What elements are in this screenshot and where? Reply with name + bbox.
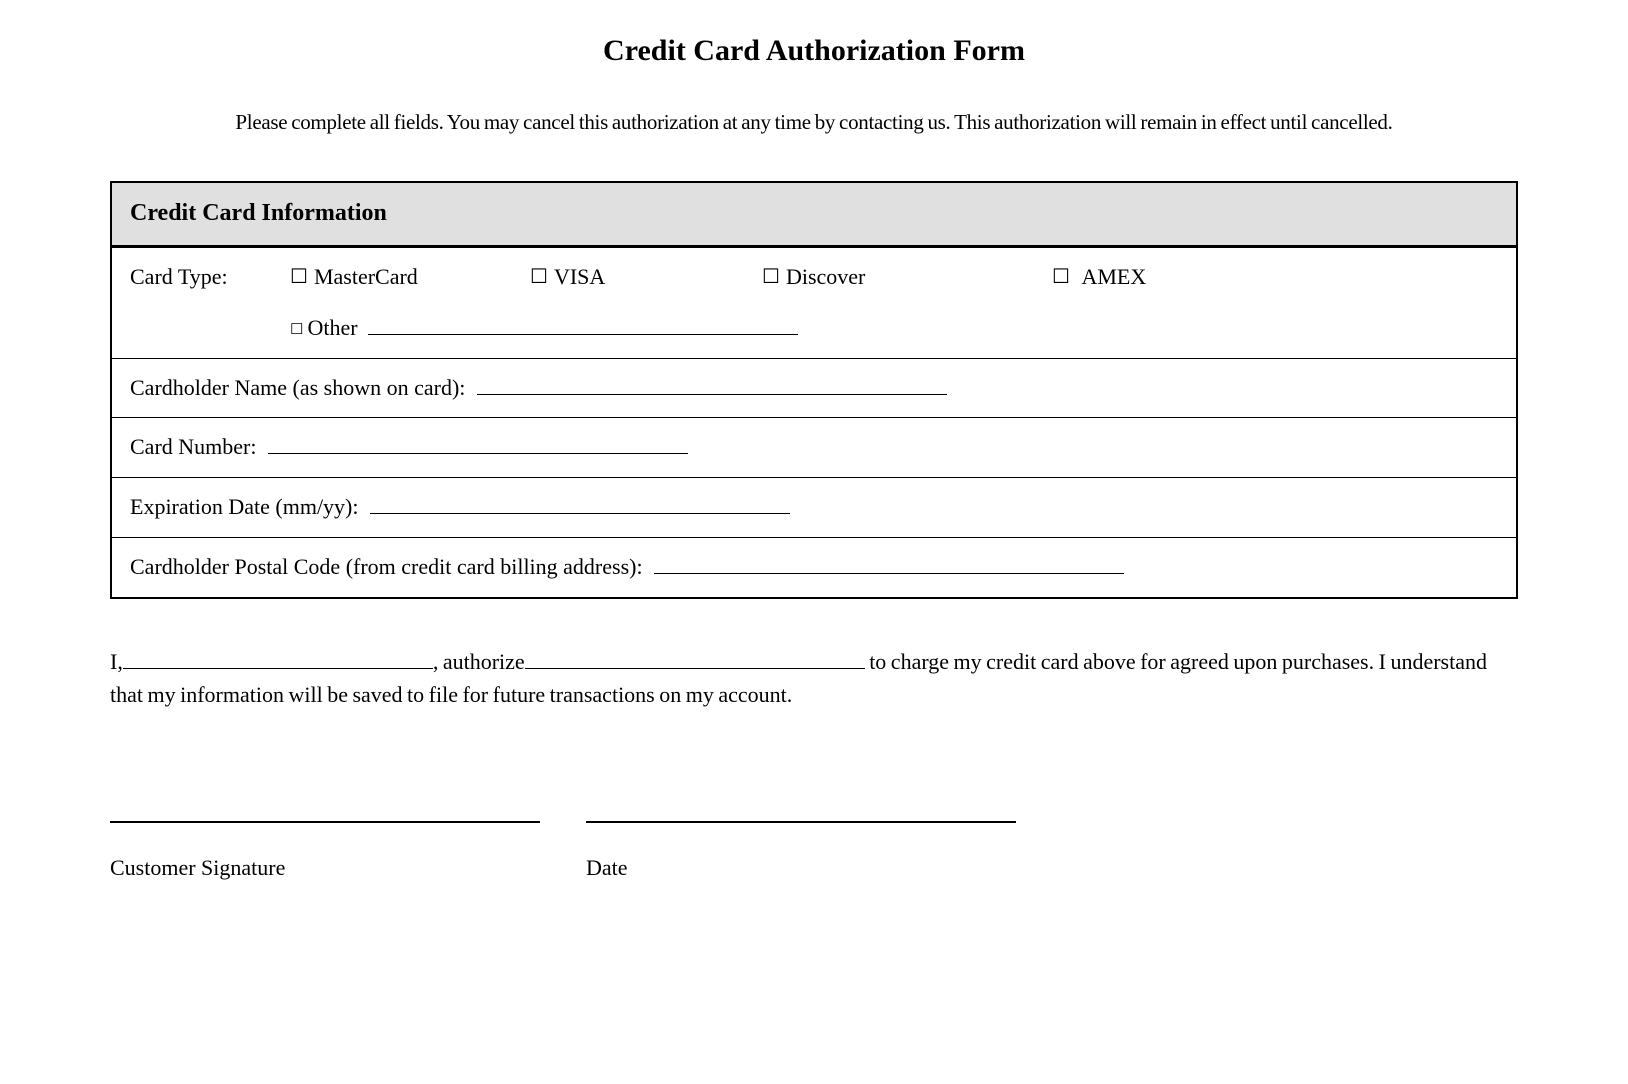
form-title: Credit Card Authorization Form	[110, 30, 1518, 72]
other-fill-line[interactable]	[368, 313, 798, 335]
postal-label: Cardholder Postal Code (from credit card…	[130, 554, 643, 579]
cardholder-name-label: Cardholder Name (as shown on card):	[130, 375, 465, 400]
checkbox-icon: ☐	[762, 267, 780, 287]
expiration-label: Expiration Date (mm/yy):	[130, 494, 359, 519]
postal-line[interactable]	[654, 552, 1124, 574]
checkbox-icon: ☐	[290, 323, 303, 338]
section-header: Credit Card Information	[112, 183, 1516, 247]
authorization-statement: I,, authorize to charge my credit card a…	[110, 645, 1518, 711]
card-type-mastercard[interactable]: ☐ MasterCard	[290, 262, 530, 293]
customer-signature-line[interactable]	[110, 821, 540, 823]
postal-row: Cardholder Postal Code (from credit card…	[112, 537, 1516, 597]
card-type-row: Card Type: ☐ MasterCard ☐ VISA ☐ Discove…	[112, 247, 1516, 358]
date-label: Date	[586, 853, 1016, 884]
expiration-line[interactable]	[370, 492, 790, 514]
card-type-option-label: VISA	[554, 262, 605, 293]
auth-company-blank[interactable]	[525, 647, 865, 669]
card-type-visa[interactable]: ☐ VISA	[530, 262, 762, 293]
card-number-row: Card Number:	[112, 417, 1516, 477]
card-type-option-label: AMEX	[1076, 262, 1146, 293]
auth-name-blank[interactable]	[123, 647, 433, 669]
checkbox-icon: ☐	[290, 267, 308, 287]
checkbox-icon: ☐	[1052, 267, 1070, 287]
date-block: Date	[586, 821, 1016, 884]
intro-text: Please complete all fields. You may canc…	[150, 108, 1478, 137]
card-type-discover[interactable]: ☐ Discover	[762, 262, 1052, 293]
customer-signature-label: Customer Signature	[110, 853, 540, 884]
card-type-other[interactable]: ☐ Other	[290, 313, 1498, 344]
checkbox-icon: ☐	[530, 267, 548, 287]
card-type-label: Card Type:	[130, 262, 290, 293]
card-type-amex[interactable]: ☐ AMEX	[1052, 262, 1146, 293]
date-line[interactable]	[586, 821, 1016, 823]
customer-signature-block: Customer Signature	[110, 821, 540, 884]
credit-card-info-section: Credit Card Information Card Type: ☐ Mas…	[110, 181, 1518, 598]
cardholder-name-line[interactable]	[477, 373, 947, 395]
card-type-option-label: Discover	[786, 262, 865, 293]
card-number-label: Card Number:	[130, 434, 256, 459]
card-number-line[interactable]	[268, 432, 688, 454]
card-type-option-label: Other	[307, 313, 357, 344]
signature-row: Customer Signature Date	[110, 821, 1518, 884]
auth-part2: , authorize	[433, 649, 525, 674]
card-type-option-label: MasterCard	[314, 262, 418, 293]
auth-part1: I,	[110, 649, 123, 674]
expiration-row: Expiration Date (mm/yy):	[112, 477, 1516, 537]
cardholder-name-row: Cardholder Name (as shown on card):	[112, 358, 1516, 418]
